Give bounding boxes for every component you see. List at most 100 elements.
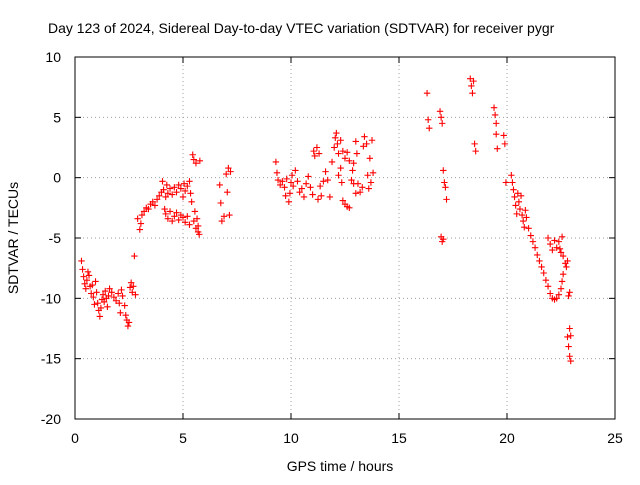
data-point: [121, 302, 128, 309]
data-point: [567, 357, 574, 365]
data-point: [511, 193, 518, 201]
data-point: [110, 293, 118, 301]
data-point: [337, 164, 344, 172]
data-point: [179, 193, 187, 201]
data-point: [346, 204, 353, 212]
data-point: [501, 140, 509, 148]
data-point: [181, 219, 189, 226]
data-point: [359, 184, 366, 191]
data-point: [360, 143, 367, 150]
data-point: [538, 263, 545, 271]
data-point: [117, 309, 124, 317]
data-point: [83, 277, 91, 284]
data-points: [78, 75, 574, 365]
data-point: [559, 271, 567, 278]
data-point: [423, 90, 431, 97]
data-point: [122, 312, 129, 319]
data-point: [273, 169, 281, 177]
data-point: [518, 211, 526, 219]
data-point: [318, 192, 325, 199]
data-point: [218, 217, 226, 225]
data-point: [119, 292, 126, 300]
data-point: [364, 172, 371, 179]
data-point: [100, 298, 108, 306]
data-point: [557, 249, 565, 256]
data-point: [334, 140, 341, 148]
data-point: [175, 216, 182, 224]
data-point: [517, 192, 525, 199]
data-point: [352, 138, 359, 145]
data-point: [132, 291, 139, 298]
data-point: [99, 291, 107, 298]
data-point: [350, 159, 357, 167]
data-point: [80, 273, 87, 280]
data-point: [349, 167, 356, 174]
data-point: [544, 234, 552, 242]
data-point: [521, 223, 528, 231]
data-point: [225, 164, 232, 172]
data-point: [298, 185, 305, 192]
data-point: [286, 190, 294, 197]
data-point: [557, 285, 565, 292]
data-point: [166, 208, 174, 215]
data-point: [567, 332, 574, 339]
data-point: [326, 193, 334, 201]
data-point: [565, 292, 572, 300]
data-point: [494, 145, 501, 152]
data-point: [288, 172, 296, 179]
axis-ticks: [74, 56, 616, 420]
x-tick-label: 10: [283, 430, 299, 446]
y-axis-label: SDTVAR / TECUs: [5, 182, 21, 294]
data-point: [89, 281, 96, 289]
data-point: [305, 173, 312, 180]
data-point: [313, 144, 321, 151]
data-point: [156, 192, 163, 199]
x-tick-label: 15: [391, 430, 407, 446]
data-point: [514, 190, 521, 197]
data-point: [469, 90, 476, 97]
data-point: [159, 178, 166, 185]
data-point: [509, 179, 516, 186]
data-point: [559, 252, 567, 260]
y-tick-labels: -20 -15 -10 -5 0 5 10: [41, 49, 61, 427]
data-point: [341, 155, 349, 162]
data-point: [540, 269, 547, 277]
y-tick-label: -5: [49, 230, 62, 246]
data-point: [92, 278, 99, 285]
data-point: [333, 129, 340, 137]
x-tick-label: 5: [179, 430, 187, 446]
data-point: [516, 205, 524, 213]
data-point: [441, 179, 448, 186]
data-point: [166, 185, 174, 192]
data-point: [134, 215, 141, 222]
data-point: [82, 285, 89, 292]
data-point: [194, 228, 202, 236]
data-point: [426, 124, 433, 132]
data-point: [279, 178, 286, 185]
data-point: [566, 289, 573, 296]
data-point: [361, 133, 368, 140]
data-point: [352, 190, 359, 197]
data-point: [136, 226, 143, 233]
data-point: [502, 179, 510, 186]
data-point: [542, 277, 550, 284]
data-point: [138, 211, 146, 219]
data-point: [513, 210, 520, 218]
data-point: [130, 283, 137, 290]
data-point: [471, 140, 478, 148]
data-point: [335, 150, 342, 157]
data-point: [127, 279, 135, 286]
data-point: [116, 299, 123, 307]
data-point: [566, 325, 573, 332]
data-point: [281, 184, 288, 191]
data-point: [523, 214, 530, 221]
data-point: [294, 178, 301, 185]
data-point: [500, 132, 507, 139]
data-point: [365, 185, 372, 192]
data-point: [175, 181, 182, 189]
data-point: [189, 151, 196, 158]
data-point: [529, 238, 537, 245]
data-point: [104, 303, 111, 310]
data-point: [88, 290, 95, 297]
